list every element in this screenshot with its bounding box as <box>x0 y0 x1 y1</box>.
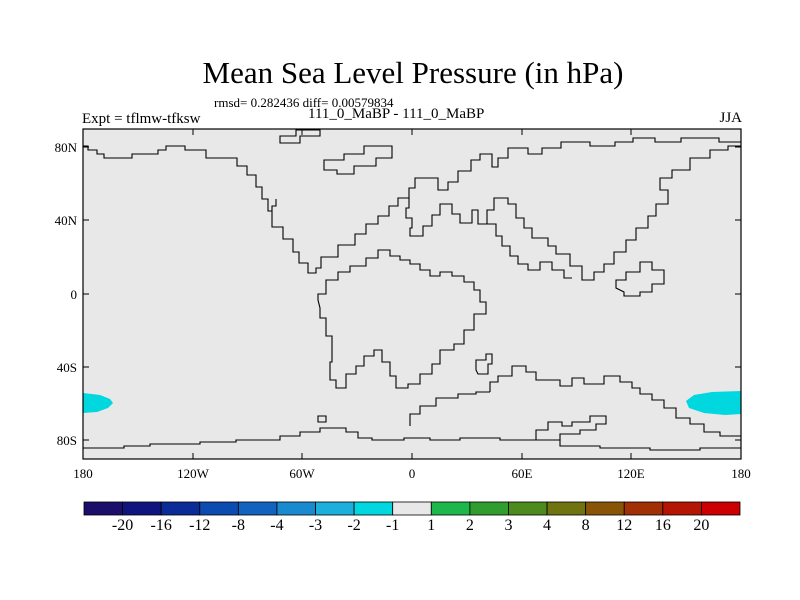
y-tick-label: 80N <box>54 140 77 155</box>
x-tick-label: 120E <box>617 466 645 481</box>
x-tick-label: 120W <box>177 466 209 481</box>
colorbar-label: 16 <box>654 517 671 534</box>
coastline-antarctica <box>83 427 741 451</box>
y-tick-label: 0 <box>70 287 78 302</box>
colorbar-label: -12 <box>189 517 211 534</box>
colorbar-label: 4 <box>543 517 552 534</box>
coastline-antarctic-peninsula <box>317 415 327 423</box>
x-tick-label: 60E <box>511 466 533 481</box>
colorbar-swatch <box>701 501 741 516</box>
coastline-southeast-asia <box>615 261 665 297</box>
season-label: JJA <box>719 110 742 126</box>
map-title: Mean Sea Level Pressure (in hPa) <box>202 55 624 90</box>
colorbar <box>83 501 741 516</box>
x-tick-label: 0 <box>408 466 416 481</box>
anomaly-west-southern-ocean <box>83 393 113 413</box>
experiment-label: Expt = tflmw-tfksw <box>82 111 201 127</box>
coastline-arabia <box>487 223 572 279</box>
colorbar-label: -3 <box>308 517 323 534</box>
colorbar-swatch <box>546 501 587 516</box>
panel-label: 111_0_MaBP - 111_0_MaBP <box>308 106 485 122</box>
colorbar-label: 12 <box>616 517 633 534</box>
colorbar-label: 20 <box>693 517 710 534</box>
map-background <box>83 129 741 459</box>
colorbar-swatch <box>199 501 239 516</box>
colorbar-label: -1 <box>386 517 400 534</box>
colorbar-label: 8 <box>581 517 590 534</box>
colorbar-label: -2 <box>347 517 361 534</box>
coastline-labrador <box>271 199 277 211</box>
coastline-africa <box>317 249 487 389</box>
x-tick-label: 180 <box>731 466 751 481</box>
colorbar-swatch <box>160 501 201 516</box>
colorbar-label: -8 <box>231 517 245 534</box>
colorbar-swatch <box>392 501 432 516</box>
colorbar-swatch <box>662 501 702 516</box>
coastline-eurasia <box>405 145 741 281</box>
colorbar-swatch <box>276 501 316 516</box>
colorbar-swatch <box>237 501 278 516</box>
y-tick-label: 40S <box>56 360 77 375</box>
coastlines <box>83 129 741 451</box>
coastline-arctic-islands <box>279 129 321 144</box>
coastline-new-zealand <box>535 415 607 441</box>
coastline-australia <box>489 365 741 437</box>
colorbar-label: -20 <box>111 517 134 534</box>
colorbar-swatch <box>315 501 355 516</box>
anomaly-east-southern-ocean <box>686 391 741 415</box>
coastline-australia-south <box>409 391 490 426</box>
colorbar-swatch <box>122 501 162 516</box>
colorbar-label: 2 <box>465 517 474 534</box>
coastline-madagascar <box>475 353 493 375</box>
colorbar-swatch <box>469 501 509 516</box>
colorbar-swatch <box>83 501 123 516</box>
colorbar-label: 1 <box>427 517 436 534</box>
colorbar-swatch <box>353 501 394 516</box>
axis-ticks <box>83 129 741 459</box>
colorbar-swatch <box>585 501 625 516</box>
colorbar-swatch <box>430 501 471 516</box>
x-tick-label: 60W <box>289 466 315 481</box>
colorbar-label: -16 <box>150 517 172 534</box>
y-tick-label: 80S <box>56 433 77 448</box>
colorbar-swatch <box>623 501 664 516</box>
colorbar-label: -4 <box>270 517 284 534</box>
coastline-greenland <box>323 145 393 175</box>
colorbar-swatch <box>508 501 548 516</box>
statistics-subtitle: rmsd= 0.282436 diff= 0.00579834 <box>214 95 394 110</box>
x-tick-label: 180 <box>73 466 93 481</box>
colorbar-label: 3 <box>504 517 513 534</box>
y-tick-label: 40N <box>54 213 77 228</box>
coastline-north-continents <box>83 137 741 274</box>
